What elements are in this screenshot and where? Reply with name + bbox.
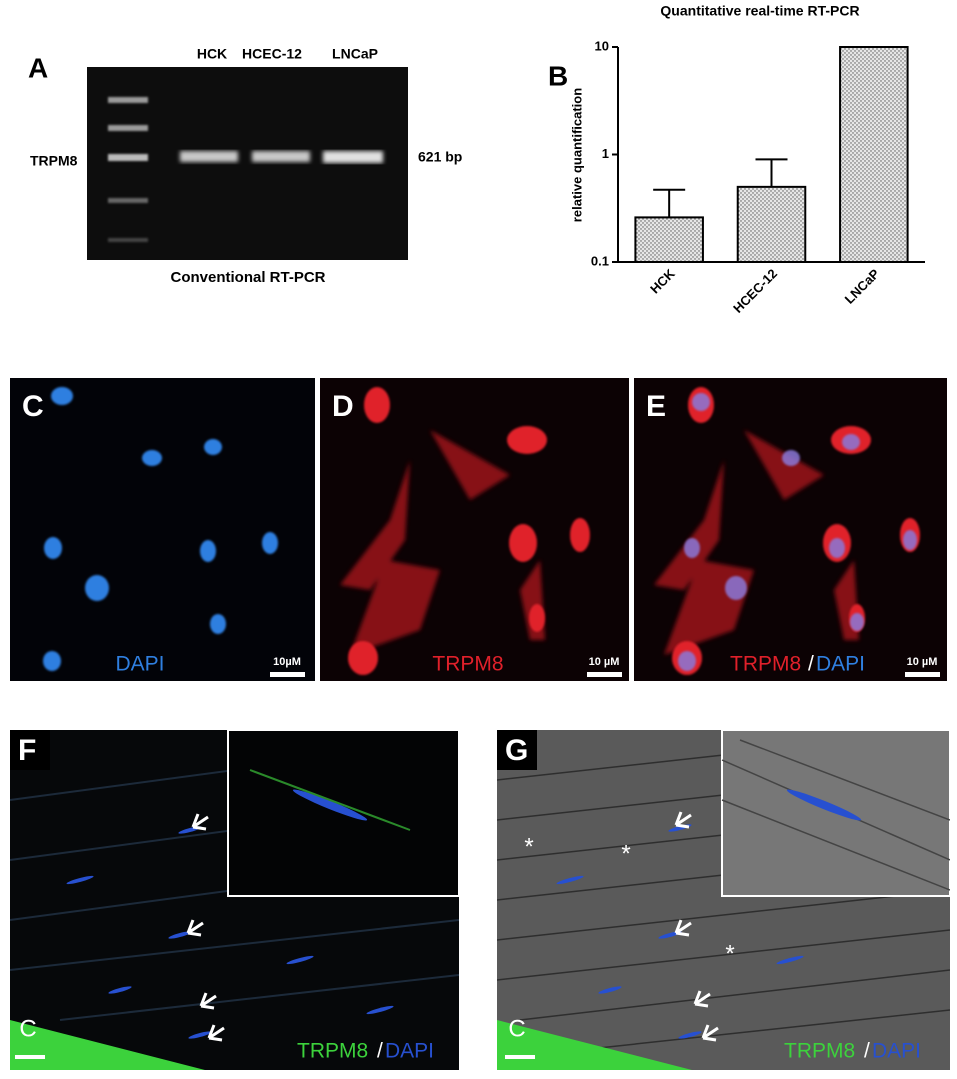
stain-label: DAPI (872, 1040, 921, 1063)
stain-separator: / (377, 1040, 383, 1063)
panel-label: A (28, 52, 48, 83)
y-tick-label: 10 (595, 38, 609, 53)
band-size: 621 bp (418, 149, 462, 165)
scale-bar (270, 672, 305, 677)
panel-b: Quantitative real-time RT-PCR B relative… (548, 3, 925, 316)
gel-image (87, 67, 408, 260)
panel-label: F (18, 734, 36, 767)
scale-bar (15, 1055, 45, 1059)
stain-separator: / (808, 653, 814, 676)
region-label: C (508, 1015, 525, 1042)
y-tick-label: 0.1 (591, 253, 609, 268)
panel-label: E (646, 390, 666, 423)
stain-label: TRPM8 (784, 1040, 855, 1063)
panel-a: A HCK HCEC-12 LNCaP TRPM8 621 bp Convent… (28, 46, 462, 286)
error-bar (653, 188, 686, 218)
scale-bar (505, 1055, 535, 1059)
cells (348, 387, 590, 675)
stain-label: TRPM8 (297, 1040, 368, 1063)
scale-label: 10 µM (907, 656, 938, 668)
marker: * (725, 940, 734, 967)
scale-label: 10µM (273, 656, 301, 668)
epithelium (497, 1020, 692, 1070)
panel-f: F C TRPM8 / DAPI (10, 730, 459, 1070)
scale-bar (905, 672, 940, 677)
marker: * (524, 833, 533, 860)
stain-separator: / (864, 1040, 870, 1063)
bar (634, 216, 704, 263)
bar (839, 46, 909, 263)
panel-label: D (332, 390, 354, 423)
ladder (108, 97, 148, 242)
inset-cell (786, 789, 862, 821)
error-bar (755, 158, 788, 187)
keratocytes (66, 826, 394, 1039)
panel-d: D TRPM8 10 µM (320, 378, 629, 681)
x-tick-label: HCK (647, 266, 678, 297)
micrograph (10, 378, 315, 681)
x-tick-label: LNCaP (842, 266, 883, 307)
panel-label: B (548, 60, 568, 91)
scale-bar (587, 672, 622, 677)
stain-label: DAPI (816, 653, 865, 676)
marker: * (621, 840, 630, 867)
lane-label: HCK (197, 46, 227, 62)
gene-label: TRPM8 (30, 153, 78, 169)
arrows (186, 813, 225, 1042)
panel-g: * * * G C TRPM8 / DAPI (497, 730, 950, 1070)
bar (736, 185, 807, 263)
lane-label: HCEC-12 (242, 46, 302, 62)
stain-label: TRPM8 (730, 653, 801, 676)
lane-label: LNCaP (332, 46, 378, 62)
inset-cell (292, 789, 368, 821)
label-box (497, 730, 537, 770)
chart-title: Quantitative real-time RT-PCR (660, 3, 859, 19)
stain-label: TRPM8 (432, 653, 503, 676)
y-axis-label: relative quantification (569, 88, 584, 222)
stain-label: DAPI (115, 653, 164, 676)
y-tick-label: 1 (602, 146, 609, 161)
panel-c: C DAPI 10µM (10, 378, 315, 681)
gel-bands (180, 151, 383, 163)
nuclei (43, 387, 278, 671)
caption: Conventional RT-PCR (170, 269, 325, 286)
epithelium (10, 1020, 205, 1070)
arrows (674, 811, 719, 1042)
cytoplasm (340, 430, 545, 655)
nuclei (678, 393, 917, 671)
region-label: C (19, 1015, 36, 1042)
scale-label: 10 µM (589, 656, 620, 668)
label-box (10, 730, 50, 770)
panel-label: C (22, 390, 44, 423)
inset-signal (249, 769, 411, 831)
panel-label: G (505, 734, 528, 767)
x-tick-label: HCEC-12 (730, 266, 780, 316)
panel-e: E TRPM8 / DAPI 10 µM (634, 378, 947, 681)
stain-label: DAPI (385, 1040, 434, 1063)
